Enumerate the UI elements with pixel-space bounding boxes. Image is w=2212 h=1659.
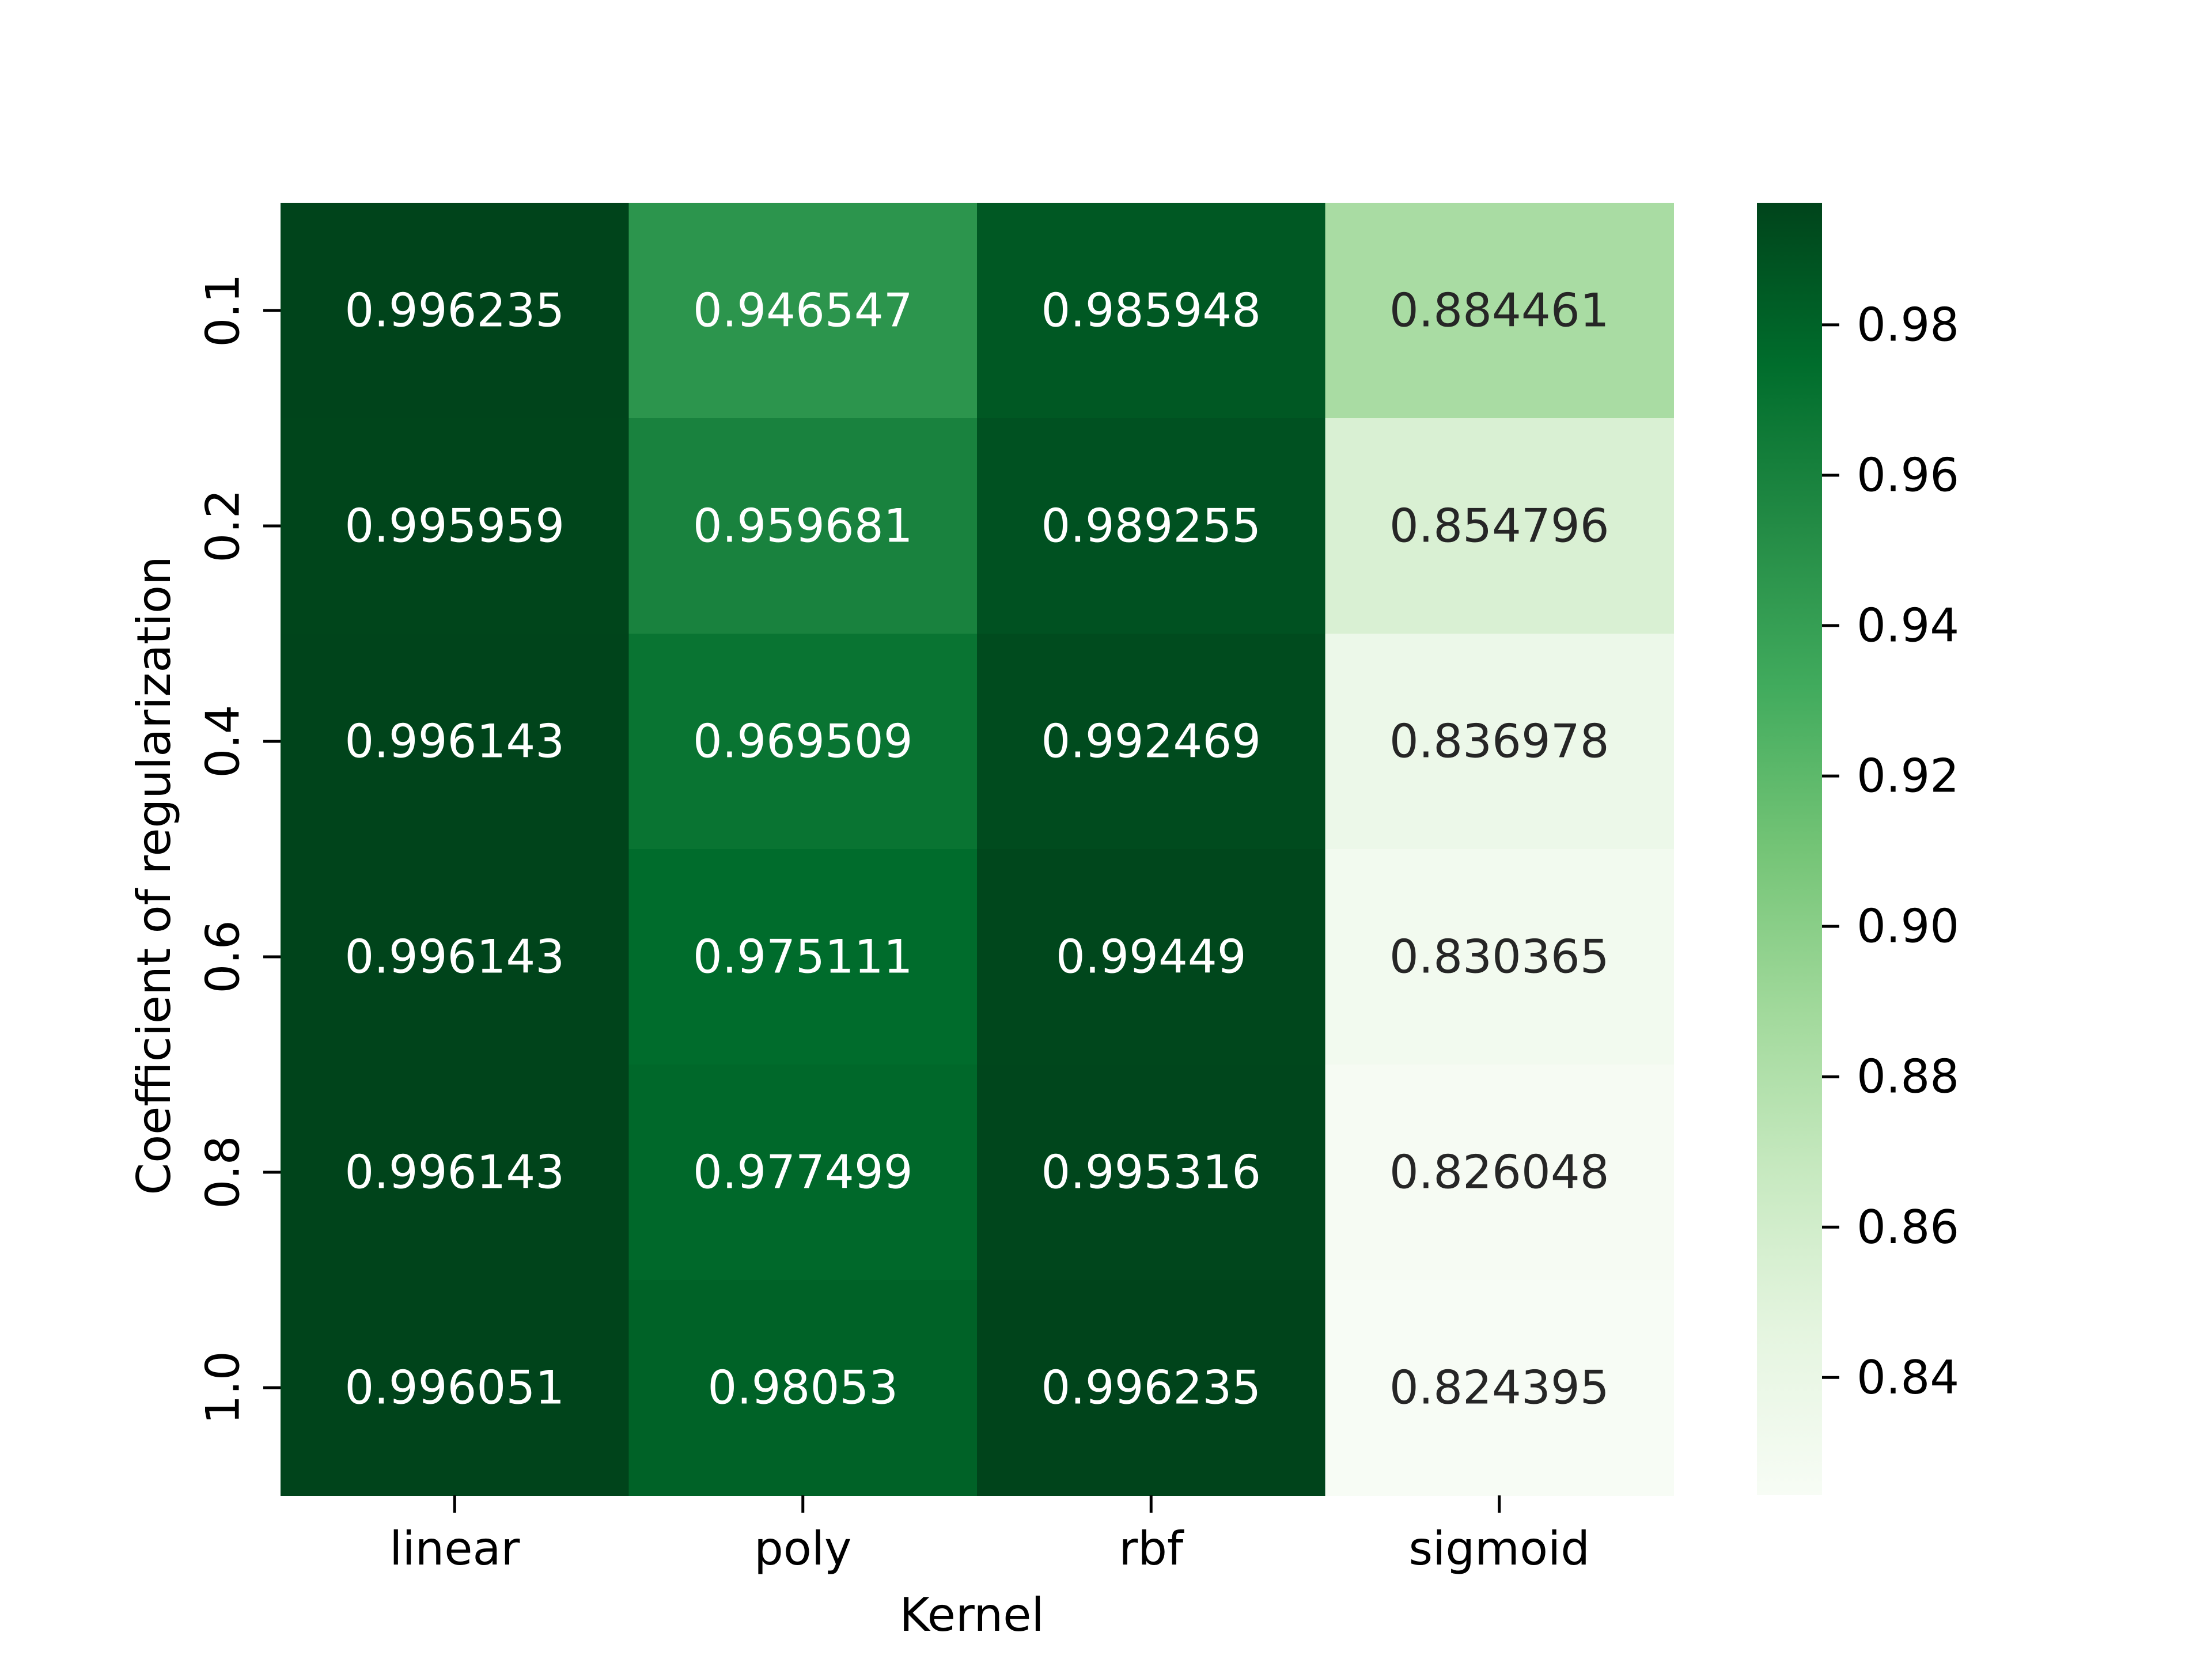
heatmap-cell <box>281 849 630 1065</box>
heatmap-cell <box>977 849 1326 1065</box>
heatmap-cell-value: 0.996235 <box>344 284 565 338</box>
heatmap-cell <box>1325 203 1674 419</box>
colorbar-tick-label: 0.86 <box>1857 1200 1959 1254</box>
heatmap-cell <box>1325 1065 1674 1281</box>
heatmap-cell <box>1325 849 1674 1065</box>
heatmap-cell-value: 0.996051 <box>344 1361 565 1415</box>
heatmap-cell <box>281 418 630 634</box>
colorbar-tick-label: 0.96 <box>1857 448 1959 502</box>
colorbar-ticks: 0.84 0.86 0.88 0.90 0.92 0.94 0.96 0.98 <box>1822 298 1959 1404</box>
x-tick-label: poly <box>754 1522 851 1575</box>
y-axis-label: Coefficient of regularization <box>127 556 181 1195</box>
heatmap-cell <box>628 1065 978 1281</box>
heatmap-cell-value: 0.989255 <box>1041 499 1261 553</box>
heatmap-cell-value: 0.884461 <box>1389 284 1609 338</box>
heatmap-cell-value: 0.826048 <box>1389 1146 1609 1199</box>
y-axis-ticks: 0.1 0.2 0.4 0.6 0.8 1.0 <box>196 274 281 1425</box>
heatmap-cell <box>977 634 1326 850</box>
heatmap-cell-value: 0.975111 <box>693 930 913 984</box>
heatmap-cell-value: 0.969509 <box>693 715 913 768</box>
y-tick-label: 0.6 <box>196 920 250 993</box>
heatmap-cell-value: 0.836978 <box>1389 715 1609 768</box>
colorbar <box>1757 203 1822 1495</box>
heatmap-cell <box>977 203 1326 419</box>
heatmap-cell <box>628 203 978 419</box>
colorbar-tick-label: 0.92 <box>1857 749 1959 803</box>
heatmap-cell <box>628 634 978 850</box>
heatmap-cell-value: 0.995316 <box>1041 1146 1261 1199</box>
heatmap-cell <box>977 1280 1326 1496</box>
heatmap-cell-value: 0.996143 <box>344 1146 565 1199</box>
heatmap-cell-value: 0.959681 <box>693 499 913 553</box>
heatmap-cell <box>628 1280 978 1496</box>
x-tick-label: rbf <box>1119 1522 1184 1575</box>
y-tick-label: 0.4 <box>196 704 250 778</box>
heatmap-cell-value: 0.996235 <box>1041 1361 1261 1415</box>
y-tick-label: 0.8 <box>196 1135 250 1209</box>
y-tick-label: 1.0 <box>196 1351 250 1424</box>
heatmap-cell <box>281 634 630 850</box>
heatmap-cell <box>628 849 978 1065</box>
heatmap-cell-value: 0.99449 <box>1056 930 1247 984</box>
heatmap-cell-value: 0.854796 <box>1389 499 1609 553</box>
heatmap-cell-value: 0.996143 <box>344 715 565 768</box>
heatmap-cell-value: 0.992469 <box>1041 715 1261 768</box>
colorbar-tick-label: 0.94 <box>1857 599 1959 653</box>
heatmap-cell <box>1325 634 1674 850</box>
heatmap-cell-value: 0.98053 <box>707 1361 898 1415</box>
colorbar-tick-label: 0.88 <box>1857 1050 1959 1104</box>
heatmap-cell-value: 0.977499 <box>693 1146 913 1199</box>
heatmap-cell <box>281 203 630 419</box>
colorbar-tick-label: 0.98 <box>1857 298 1959 351</box>
y-tick-label: 0.2 <box>196 489 250 562</box>
heatmap-cell-value: 0.830365 <box>1389 930 1609 984</box>
heatmap-cell-value: 0.946547 <box>693 284 913 338</box>
heatmap-cell-value: 0.995959 <box>344 499 565 553</box>
heatmap-cell <box>1325 1280 1674 1496</box>
heatmap-cell <box>977 1065 1326 1281</box>
x-tick-label: sigmoid <box>1408 1522 1590 1575</box>
heatmap-cell <box>281 1280 630 1496</box>
heatmap-cells <box>281 203 1674 1496</box>
heatmap-cell <box>281 1065 630 1281</box>
x-axis-ticks: linear poly rbf sigmoid <box>389 1495 1590 1575</box>
heatmap-cell <box>977 418 1326 634</box>
x-tick-label: linear <box>389 1522 520 1575</box>
heatmap-cell <box>1325 418 1674 634</box>
heatmap-cell-value: 0.996143 <box>344 930 565 984</box>
heatmap-cell-labels: 0.996235 0.946547 0.985948 0.884461 0.995959… <box>344 284 1609 1415</box>
heatmap-cell <box>628 418 978 634</box>
heatmap-cell-value: 0.824395 <box>1389 1361 1609 1415</box>
x-axis-label: Kernel <box>899 1588 1044 1642</box>
colorbar-tick-label: 0.90 <box>1857 900 1959 953</box>
y-tick-label: 0.1 <box>196 274 250 347</box>
colorbar-tick-label: 0.84 <box>1857 1351 1959 1404</box>
heatmap-cell-value: 0.985948 <box>1041 284 1261 338</box>
